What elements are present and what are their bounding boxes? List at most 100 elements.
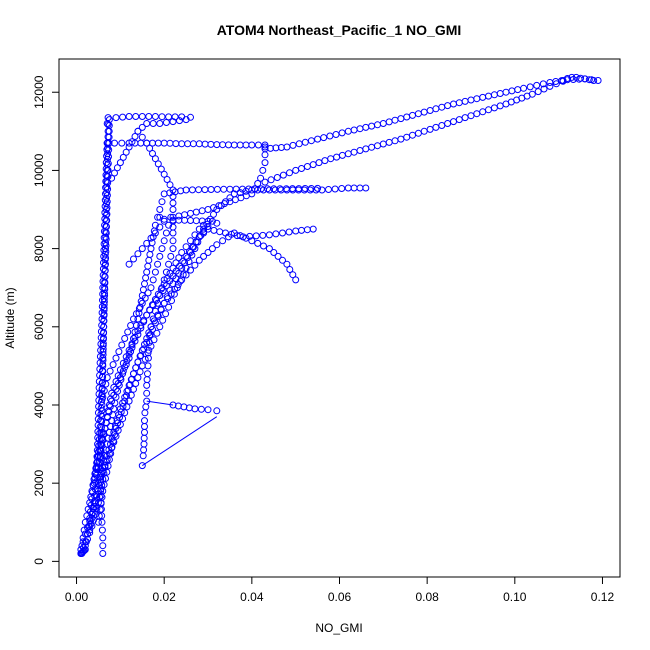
y-tick-label: 4000 [32,391,46,418]
data-point [581,75,589,83]
data-point [265,245,273,253]
data-point [127,322,135,329]
data-point [172,140,180,148]
data-point [226,185,234,193]
data-point [147,323,155,331]
data-point [143,120,151,127]
data-point [99,534,107,542]
data-point [520,84,528,92]
x-tick-label: 0.08 [415,590,439,604]
data-point [130,385,137,393]
data-point [119,415,127,423]
data-point [142,403,150,411]
data-point [145,346,153,354]
data-point [130,370,137,378]
data-point [127,391,135,399]
data-point [145,338,153,346]
plot-lines [142,400,218,467]
data-point [292,276,300,284]
data-point [379,120,387,127]
data-point [169,229,177,237]
data-point [321,157,329,165]
data-point [134,250,142,258]
data-point [332,131,340,138]
data-point [162,282,170,290]
data-point [89,482,97,490]
data-point [123,403,131,411]
data-point [143,239,151,247]
data-point [175,212,183,220]
data-point [195,140,203,148]
data-point [106,367,114,375]
data-point [144,354,152,362]
data-point [132,113,140,120]
data-point [160,237,168,245]
data-point [130,315,137,323]
data-point [144,370,151,378]
data-point [143,376,151,384]
data-point [125,260,133,268]
data-point [178,264,186,272]
data-point [162,268,170,276]
y-tick-label: 2000 [32,470,46,497]
data-point [169,237,177,245]
data-point [143,381,151,389]
data-point [279,171,287,179]
data-point [200,225,208,233]
data-point [151,295,159,303]
data-point [122,353,130,361]
data-point [279,229,286,237]
data-point [169,206,177,213]
data-point [108,174,116,182]
data-point [261,159,269,167]
data-point [261,178,269,186]
data-point [273,174,281,181]
data-point [128,340,136,348]
data-point [426,125,434,133]
data-point [534,88,542,96]
data-point [309,161,317,169]
data-point [182,116,190,124]
data-point [201,140,209,148]
data-point [207,186,215,193]
data-point [160,299,168,307]
data-point [391,137,399,145]
data-point [194,238,202,246]
data-point [344,150,352,158]
data-point [137,322,145,329]
data-point [154,299,162,307]
data-point [391,116,399,124]
data-point [248,237,256,245]
x-axis-label: NO_GMI [315,621,362,635]
data-point [385,118,393,126]
data-point [98,526,106,534]
data-point [138,245,146,253]
data-point [568,73,576,81]
data-point [242,234,250,242]
data-point [131,133,139,140]
data-point [111,139,118,147]
data-point [467,112,475,120]
data-point [99,393,107,401]
data-point [540,85,548,93]
data-point [166,269,174,277]
data-point [260,242,267,250]
data-point [165,221,173,229]
data-point [121,393,129,401]
data-point [585,76,593,84]
data-point [192,217,200,225]
data-point [160,217,168,225]
data-point [432,123,440,131]
data-point [368,122,376,130]
data-point [102,380,110,388]
x-tick-label: 0.00 [65,590,89,604]
data-point [286,169,293,177]
data-point [82,538,90,546]
x-tick-label: 0.04 [240,590,264,604]
plot-points [77,73,602,557]
data-point [188,186,196,194]
data-point [87,501,95,509]
data-point [99,550,107,557]
data-point [248,190,256,198]
data-point [114,380,122,387]
